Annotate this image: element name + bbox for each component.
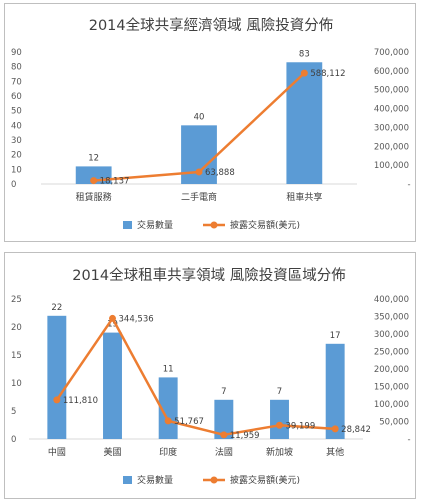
- chart-title: 2014全球共享經濟領域 風險投資分佈: [89, 16, 334, 34]
- y2-tick-label: 200,000: [374, 142, 409, 152]
- bar-data-label: 7: [277, 387, 282, 397]
- chart-panel-1: 2014全球共享經濟領域 風險投資分佈 0 10 20 30 40 50 60 70 80 90 - 1…: [4, 3, 416, 242]
- y2-tick-label: 500,000: [374, 86, 409, 96]
- line-point: [109, 314, 116, 322]
- y2-tick-label: 100,000: [374, 161, 409, 171]
- series-line: [55, 317, 336, 437]
- y-tick-label: 0: [11, 435, 16, 445]
- y2-tick-label: 350,000: [374, 313, 409, 323]
- line-data-label: 111,810: [63, 396, 98, 406]
- category-label: 其他: [326, 446, 344, 458]
- y2-tick-label: 400,000: [374, 105, 409, 115]
- line-point: [90, 177, 98, 185]
- chart-2: 2014全球租車共享領域 風險投資區域分佈 0 5 10 15 20 25 - 50,000 10…: [11, 266, 411, 486]
- line-point: [195, 168, 203, 176]
- y2-tick-label: 300,000: [374, 330, 409, 340]
- legend-bar-swatch: [123, 221, 132, 229]
- y-tick-label: 80: [11, 63, 22, 73]
- y-tick-label: 20: [11, 151, 22, 161]
- line-point: [164, 417, 172, 425]
- bar-data-label: 22: [51, 303, 62, 313]
- line-data-label: 344,536: [119, 314, 154, 324]
- y2-tick-label: 250,000: [374, 348, 409, 358]
- bar-data-label: 12: [88, 153, 99, 163]
- y-tick-label: 25: [11, 295, 22, 305]
- line-data-label: 28,842: [341, 425, 371, 435]
- line-point: [53, 396, 61, 404]
- y2-tick-label: -: [407, 435, 410, 445]
- bar: [214, 399, 234, 439]
- category-label: 租賃服務: [76, 191, 112, 203]
- bar-data-label: 40: [194, 112, 205, 122]
- line-data-label: 63,888: [205, 168, 235, 178]
- y-tick-label: 5: [11, 407, 16, 417]
- y2-tick-label: 200,000: [374, 365, 409, 375]
- legend-line-marker: [210, 476, 218, 484]
- legend-line-marker: [210, 221, 218, 229]
- category-label: 印度: [159, 446, 177, 458]
- category-label: 中國: [48, 446, 66, 458]
- category-label: 租車共享: [286, 191, 322, 203]
- line-point: [331, 425, 339, 433]
- line-point: [220, 431, 228, 439]
- bar-data-label: 7: [221, 387, 226, 397]
- bar: [47, 315, 67, 439]
- y-tick-label: 20: [11, 323, 22, 333]
- y2-tick-label: -: [407, 180, 410, 190]
- category-label: 美國: [103, 446, 121, 458]
- y-tick-label: 30: [11, 136, 22, 146]
- line-point: [276, 421, 283, 429]
- bar-data-label: 19: [107, 320, 118, 330]
- y-tick-label: 90: [11, 48, 22, 58]
- bar: [270, 399, 289, 439]
- y2-tick-label: 100,000: [374, 400, 409, 410]
- legend-bar-swatch: [123, 476, 132, 484]
- y-tick-label: 50: [11, 107, 22, 117]
- y2-tick-label: 700,000: [374, 48, 409, 58]
- line-data-label: 39,199: [286, 421, 316, 431]
- chart-panel-2: 2014全球租車共享領域 風險投資區域分佈 0 5 10 15 20 25 - 50,000 10…: [4, 252, 416, 499]
- chart-title: 2014全球租車共享領域 風險投資區域分佈: [72, 266, 346, 284]
- legend-label: 交易數量: [137, 219, 173, 231]
- y2-tick-label: 150,000: [374, 383, 409, 393]
- line-data-label: 588,112: [310, 69, 345, 79]
- line-data-label: 18,137: [100, 177, 130, 187]
- y-tick-label: 40: [11, 121, 22, 131]
- legend-label: 交易數量: [137, 474, 173, 486]
- category-label: 新加坡: [266, 446, 293, 458]
- line-point: [300, 69, 308, 77]
- bar: [158, 377, 178, 439]
- chart-1: 2014全球共享經濟領域 風險投資分佈 0 10 20 30 40 50 60 70 80 90 - 1…: [11, 16, 411, 231]
- y2-tick-label: 600,000: [374, 67, 409, 77]
- bar: [103, 332, 122, 439]
- legend-label: 披露交易額(美元): [230, 219, 300, 231]
- y-tick-label: 10: [11, 379, 22, 389]
- bar-data-label: 11: [163, 364, 174, 374]
- y2-tick-label: 50,000: [379, 418, 409, 428]
- category-label: 法國: [215, 446, 233, 458]
- y-tick-label: 0: [11, 180, 16, 190]
- bar: [286, 62, 323, 185]
- y-tick-label: 60: [11, 92, 22, 102]
- y-tick-label: 10: [11, 165, 22, 175]
- y2-tick-label: 400,000: [374, 295, 409, 305]
- category-label: 二手電商: [181, 191, 217, 203]
- line-data-label: 11,959: [230, 431, 260, 441]
- y-tick-label: 70: [11, 77, 22, 87]
- bar-data-label: 17: [330, 331, 341, 341]
- line-data-label: 51,767: [174, 417, 204, 427]
- bar: [325, 343, 345, 439]
- y-tick-label: 15: [11, 351, 22, 361]
- legend-label: 披露交易額(美元): [230, 474, 300, 486]
- bar-data-label: 83: [299, 49, 310, 59]
- y2-tick-label: 300,000: [374, 123, 409, 133]
